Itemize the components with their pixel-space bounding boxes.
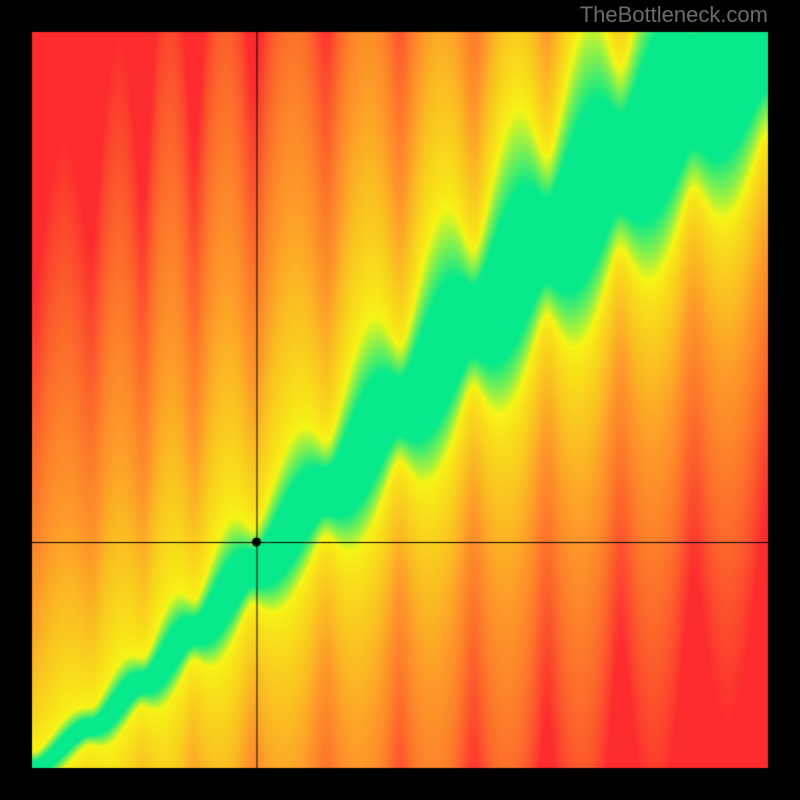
watermark-text: TheBottleneck.com [580, 2, 768, 28]
chart-container: TheBottleneck.com [0, 0, 800, 800]
heatmap-canvas [0, 0, 800, 800]
